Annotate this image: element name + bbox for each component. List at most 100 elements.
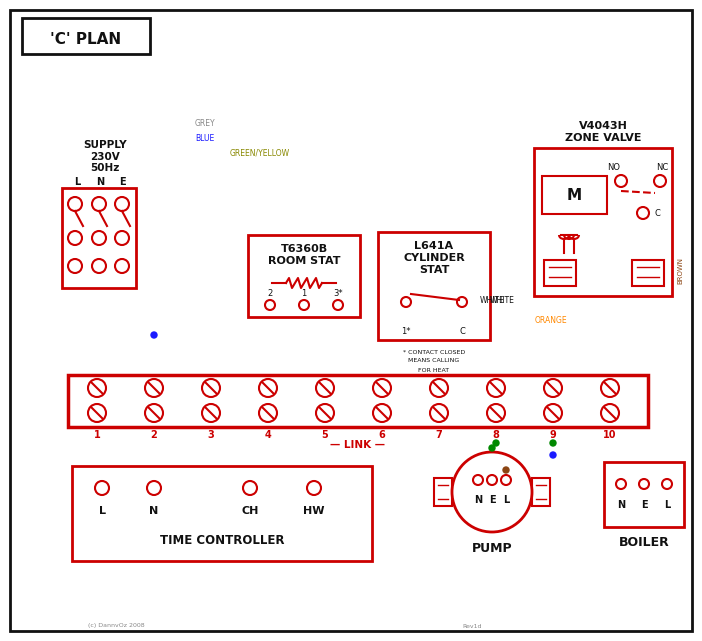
Text: PUMP: PUMP <box>472 542 512 554</box>
FancyBboxPatch shape <box>68 375 648 427</box>
Circle shape <box>202 379 220 397</box>
Text: Rev1d: Rev1d <box>462 624 482 628</box>
Text: N: N <box>617 500 625 510</box>
Text: 3: 3 <box>208 430 214 440</box>
Text: E: E <box>641 500 647 510</box>
FancyBboxPatch shape <box>544 260 576 286</box>
Text: 1: 1 <box>93 430 100 440</box>
Text: BROWN: BROWN <box>677 256 683 283</box>
Text: 5: 5 <box>322 430 329 440</box>
Text: E: E <box>119 177 126 187</box>
Text: NO: NO <box>607 163 621 172</box>
FancyBboxPatch shape <box>62 188 136 288</box>
Text: BOILER: BOILER <box>618 535 670 549</box>
Text: L: L <box>74 177 80 187</box>
Circle shape <box>601 379 619 397</box>
Circle shape <box>316 379 334 397</box>
Text: 9: 9 <box>550 430 557 440</box>
FancyBboxPatch shape <box>534 148 672 296</box>
Text: 10: 10 <box>603 430 617 440</box>
Text: NC: NC <box>656 163 668 172</box>
Text: TIME CONTROLLER: TIME CONTROLLER <box>160 535 284 547</box>
Circle shape <box>616 479 626 489</box>
Text: L: L <box>664 500 670 510</box>
Circle shape <box>662 479 672 489</box>
Circle shape <box>259 379 277 397</box>
Circle shape <box>430 379 448 397</box>
Text: N: N <box>474 495 482 505</box>
Text: MEANS CALLING: MEANS CALLING <box>409 358 460 363</box>
Circle shape <box>544 404 562 422</box>
FancyBboxPatch shape <box>434 478 452 506</box>
Circle shape <box>637 207 649 219</box>
Circle shape <box>487 379 505 397</box>
Circle shape <box>95 481 109 495</box>
Circle shape <box>654 175 666 187</box>
Text: CH: CH <box>241 506 259 516</box>
Circle shape <box>202 404 220 422</box>
Text: WHITE: WHITE <box>490 296 515 305</box>
Circle shape <box>430 404 448 422</box>
Text: 8: 8 <box>493 430 499 440</box>
Text: WHITE: WHITE <box>480 296 505 305</box>
Circle shape <box>265 300 275 310</box>
Text: CYLINDER: CYLINDER <box>403 253 465 263</box>
Circle shape <box>501 475 511 485</box>
FancyBboxPatch shape <box>378 232 490 340</box>
Text: * CONTACT CLOSED: * CONTACT CLOSED <box>403 349 465 354</box>
Circle shape <box>68 197 82 211</box>
Text: 'C' PLAN: 'C' PLAN <box>51 31 121 47</box>
Circle shape <box>92 259 106 273</box>
Text: 2: 2 <box>151 430 157 440</box>
Text: C: C <box>459 328 465 337</box>
Text: GREEN/YELLOW: GREEN/YELLOW <box>230 149 290 158</box>
Text: GREY: GREY <box>195 119 216 128</box>
Circle shape <box>92 231 106 245</box>
Circle shape <box>299 300 309 310</box>
Circle shape <box>145 379 163 397</box>
Text: 4: 4 <box>265 430 272 440</box>
Circle shape <box>373 404 391 422</box>
Circle shape <box>401 297 411 307</box>
Text: 1: 1 <box>301 288 307 297</box>
Circle shape <box>333 300 343 310</box>
Circle shape <box>145 404 163 422</box>
Circle shape <box>88 379 106 397</box>
Text: SUPPLY: SUPPLY <box>84 140 127 150</box>
Circle shape <box>68 231 82 245</box>
Text: STAT: STAT <box>419 265 449 275</box>
FancyBboxPatch shape <box>632 260 664 286</box>
Text: BLUE: BLUE <box>195 134 214 143</box>
Text: V4043H: V4043H <box>578 121 628 131</box>
Circle shape <box>639 479 649 489</box>
Text: C: C <box>654 208 660 217</box>
Text: 3*: 3* <box>333 288 343 297</box>
Text: ZONE VALVE: ZONE VALVE <box>564 133 641 143</box>
Text: 1*: 1* <box>402 328 411 337</box>
FancyBboxPatch shape <box>10 10 692 631</box>
Circle shape <box>452 452 532 532</box>
Circle shape <box>550 452 556 458</box>
Text: 7: 7 <box>436 430 442 440</box>
Circle shape <box>601 404 619 422</box>
Text: 2: 2 <box>267 288 272 297</box>
Circle shape <box>473 475 483 485</box>
Text: L: L <box>503 495 509 505</box>
Circle shape <box>489 445 495 451</box>
Text: M: M <box>567 188 581 203</box>
FancyBboxPatch shape <box>248 235 360 317</box>
Text: N: N <box>96 177 104 187</box>
Circle shape <box>487 475 497 485</box>
Circle shape <box>115 259 129 273</box>
Text: — LINK —: — LINK — <box>331 440 385 450</box>
Circle shape <box>68 259 82 273</box>
Circle shape <box>147 481 161 495</box>
FancyBboxPatch shape <box>532 478 550 506</box>
Text: E: E <box>489 495 496 505</box>
Text: HW: HW <box>303 506 325 516</box>
Text: 50Hz: 50Hz <box>91 163 119 173</box>
Circle shape <box>92 197 106 211</box>
Circle shape <box>503 467 509 473</box>
Circle shape <box>487 404 505 422</box>
FancyBboxPatch shape <box>604 462 684 527</box>
